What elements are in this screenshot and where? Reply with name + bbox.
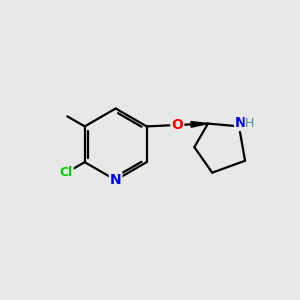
Text: N: N [235,116,246,130]
Text: N: N [110,173,122,187]
Polygon shape [191,122,208,127]
Text: Cl: Cl [59,167,73,179]
Text: H: H [245,117,255,130]
Text: O: O [171,118,183,132]
